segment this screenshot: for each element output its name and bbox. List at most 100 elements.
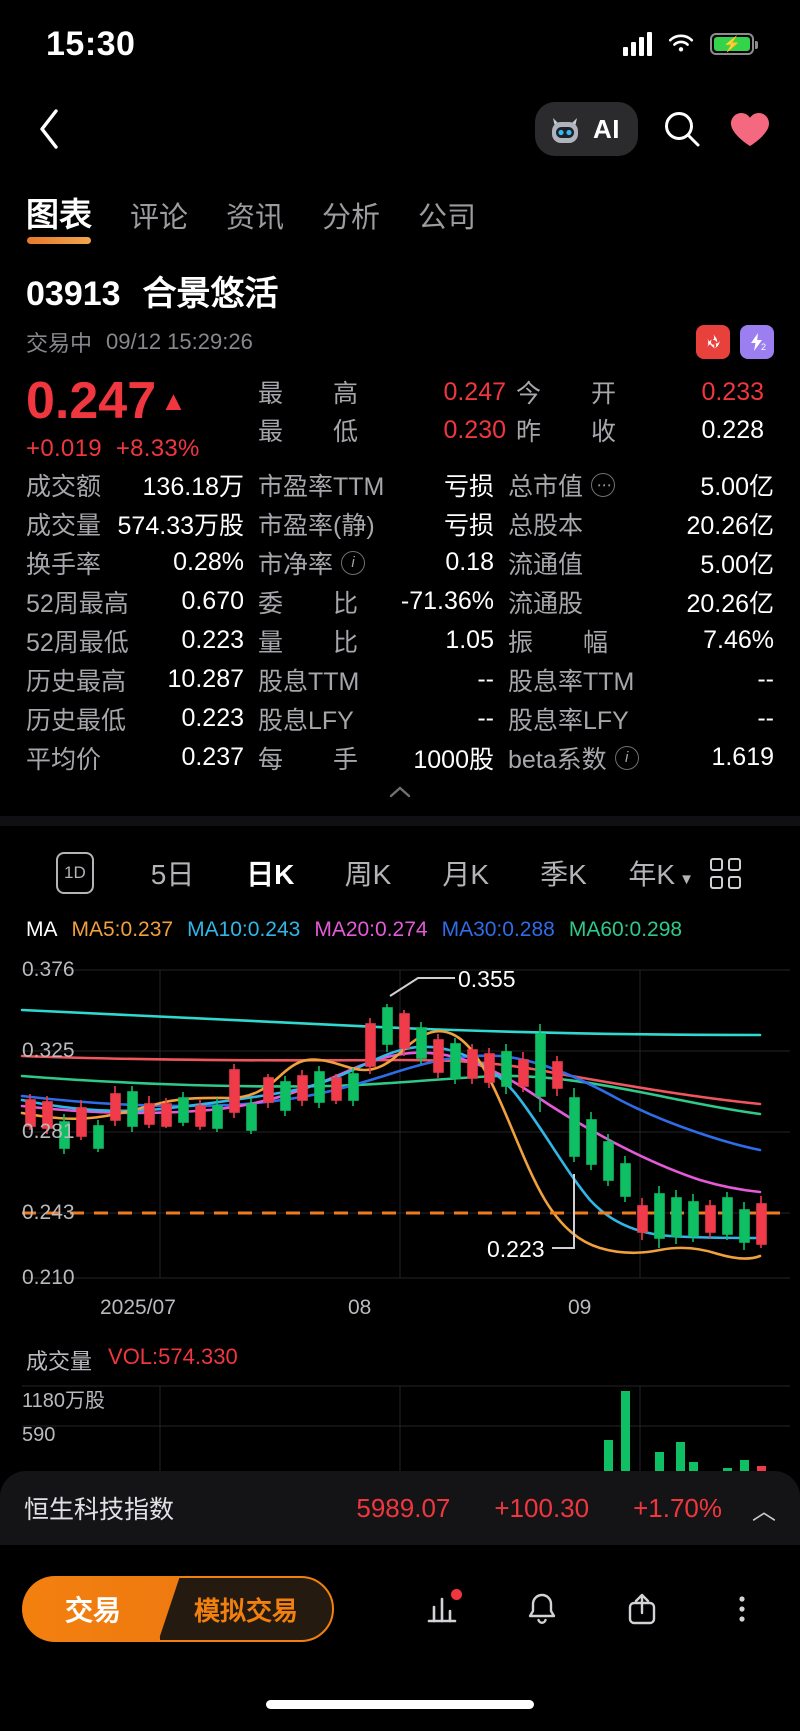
ai-assistant-button[interactable]: AI: [535, 102, 638, 156]
quote-cell-average-price: 平均价 0.237: [26, 738, 258, 777]
period-tab-5d[interactable]: 5日: [150, 859, 195, 891]
bell-icon[interactable]: [520, 1587, 564, 1631]
share-icon[interactable]: [620, 1587, 664, 1631]
chevron-up-icon: [389, 786, 411, 798]
quote-label: 股息LFY: [258, 706, 354, 735]
high-callout-line: [389, 977, 455, 997]
quote-cell-pe-ttm: 市盈率TTM 亏损: [258, 465, 508, 504]
index-change-pct: +1.70%: [633, 1492, 722, 1523]
back-chevron-icon[interactable]: [26, 106, 72, 152]
home-indicator: [266, 1700, 534, 1709]
period-tab-quarterly[interactable]: 季K: [540, 859, 587, 891]
stock-header: 03913 合景悠活 交易中 09/12 15:29:26 2: [0, 242, 800, 359]
price-chart-canvas: [20, 969, 790, 1279]
direction-arrow-icon: ▲: [160, 385, 187, 416]
quote-value: 0.18: [445, 548, 494, 577]
quote-value: 7.46%: [703, 626, 774, 655]
period-tab-1d[interactable]: 1D: [26, 842, 124, 904]
quote-cell-all-time-high: 历史最高 10.287: [26, 660, 258, 699]
y-tick-1: 0.325: [22, 1039, 75, 1063]
section-divider: [0, 816, 800, 827]
tab-news[interactable]: 资讯: [226, 202, 285, 234]
heart-icon[interactable]: [726, 107, 774, 151]
info-icon[interactable]: i: [614, 745, 639, 770]
chevron-down-icon: ▼: [679, 871, 694, 889]
quote-label: 平均价: [26, 745, 102, 774]
quote-col-3-top: 今 开 0.233 昨 收 0.228: [516, 373, 774, 463]
search-icon[interactable]: [660, 107, 704, 151]
tab-analysis[interactable]: 分析: [322, 202, 381, 234]
ma-legend-ma10: MA10:0.243: [187, 918, 301, 942]
quote-label: 振 幅: [508, 628, 609, 657]
more-vertical-icon[interactable]: [720, 1587, 764, 1631]
quote-label: 量 比: [258, 628, 359, 657]
low-callout-line: [552, 1174, 575, 1250]
price-change: +0.019 +8.33%: [26, 435, 200, 463]
quote-label: 最 低: [258, 418, 359, 446]
quote-cell-52w-high: 52周最高 0.670: [26, 582, 258, 621]
index-bar[interactable]: 恒生科技指数 5989.07 +100.30 +1.70% ︿: [0, 1471, 800, 1545]
chart-x-axis: 2025/07 08 09: [0, 1296, 800, 1334]
index-value: 5989.07: [356, 1492, 451, 1523]
period-tabs: 1D 5日 日K 周K 月K 季K 年K ▼: [0, 826, 800, 910]
period-yearly-label: 年K: [628, 859, 676, 891]
quote-label: 市盈率TTM: [258, 472, 385, 501]
volume-y-tick-0: 1180万股: [22, 1390, 106, 1413]
quote-value: 0.247: [443, 377, 506, 406]
volume-title: 成交量: [26, 1349, 93, 1375]
trade-button[interactable]: 交易: [22, 1576, 180, 1642]
simulated-trade-button[interactable]: 模拟交易: [158, 1576, 334, 1642]
x-tick-0: 2025/07: [100, 1296, 176, 1320]
quote-value: --: [477, 665, 494, 694]
quote-cell-float-cap: 流通值 5.00亿: [508, 543, 774, 582]
y-tick-3: 0.243: [22, 1201, 75, 1225]
tab-comments[interactable]: 评论: [130, 202, 189, 234]
annotation-low: 0.223: [487, 1236, 545, 1263]
quote-cell-pb: 市净率 i 0.18: [258, 543, 508, 582]
period-tab-weekly[interactable]: 周K: [344, 859, 392, 891]
x-tick-1: 08: [348, 1296, 372, 1320]
quote-value: 5.00亿: [700, 472, 774, 501]
quote-value: 0.223: [181, 626, 244, 655]
quote-label: 历史最高: [26, 667, 127, 696]
period-tab-monthly[interactable]: 月K: [442, 859, 490, 891]
quote-label: 成交量: [26, 511, 102, 540]
period-tab-daily[interactable]: 日K: [221, 841, 319, 906]
quote-label: 股息TTM: [258, 667, 360, 696]
ma-legend-ma30: MA30:0.288: [441, 918, 555, 942]
info-icon[interactable]: i: [341, 550, 366, 575]
chevron-up-icon[interactable]: ︿: [752, 1497, 776, 1525]
stock-status-row: 交易中 09/12 15:29:26 2: [26, 325, 774, 359]
quote-value: --: [757, 665, 774, 694]
quote-value: 亏损: [443, 472, 494, 501]
bar-chart-icon[interactable]: [420, 1587, 464, 1631]
quote-label: 流通值: [508, 550, 584, 579]
trade-buttons: 交易 模拟交易: [22, 1576, 334, 1642]
quote-label: 今 开: [516, 380, 617, 408]
volume-value: VOL:574.330: [108, 1344, 238, 1370]
quote-value: 亏损: [443, 511, 494, 540]
quote-label: 股息率LFY: [508, 706, 629, 735]
x-tick-2: 09: [568, 1296, 592, 1320]
tab-charts[interactable]: 图表: [26, 188, 92, 244]
last-price: 0.247 ▲: [26, 372, 187, 430]
ma-legend-ma20: MA20:0.274: [314, 918, 428, 942]
market-status: 交易中: [26, 331, 93, 356]
quote-row-high: 最 高 0.247: [258, 373, 516, 411]
price-chart[interactable]: 0.376 0.325 0.281 0.243 0.210 0.355 0.22…: [0, 948, 800, 1296]
ma-legend-ma60: MA60:0.298: [568, 918, 683, 942]
quote-top: 0.247 ▲ +0.019 +8.33% 最 高 0.247 最 低 0.230: [26, 373, 774, 463]
action-icons: [420, 1587, 778, 1631]
quote-value: 1.619: [711, 743, 774, 772]
quote-cell-total-shares: 总股本 20.26亿: [508, 504, 774, 543]
quote-value: 20.26亿: [686, 589, 774, 618]
quote-value: 1.05: [445, 626, 494, 655]
collapse-quote-button[interactable]: [26, 777, 774, 806]
more-indicators-button[interactable]: [710, 848, 774, 899]
period-tab-yearly[interactable]: 年K ▼: [612, 843, 710, 903]
quote-cell-volume-ratio: 量 比 1.05: [258, 621, 508, 660]
info-icon[interactable]: ⋯: [591, 472, 616, 497]
quote-label: 52周最低: [26, 628, 129, 657]
quote-row-prevclose: 昨 收 0.228: [516, 411, 774, 449]
tab-company[interactable]: 公司: [418, 202, 477, 234]
